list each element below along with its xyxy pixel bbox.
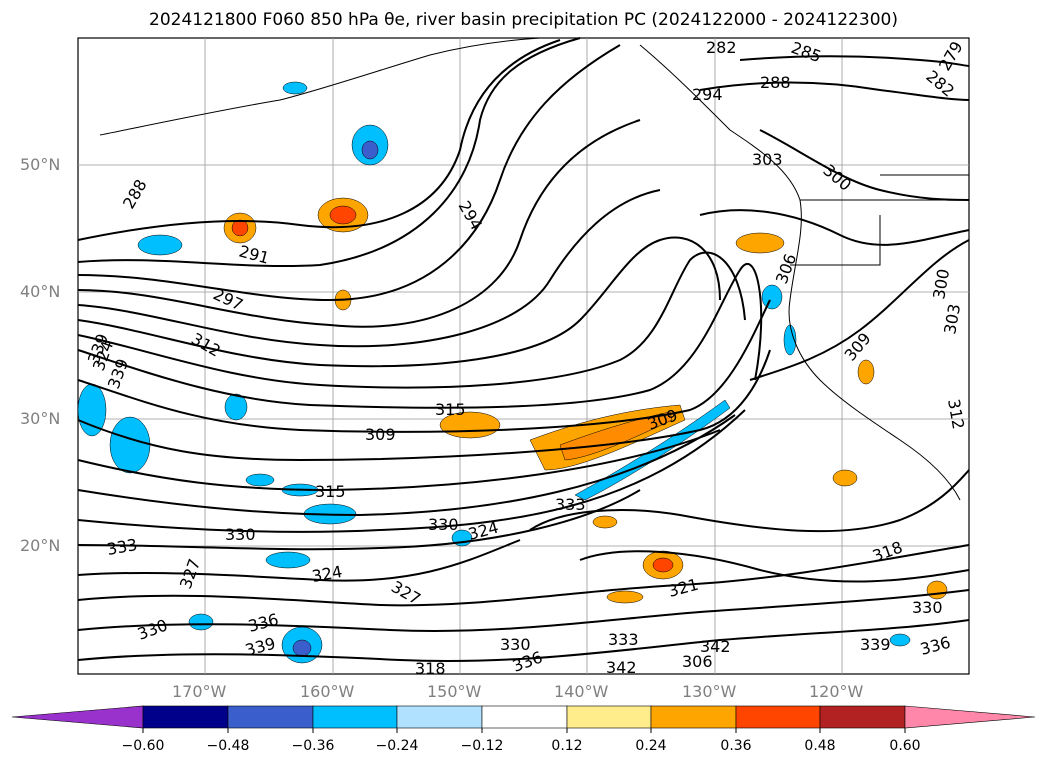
contour-label: 333 — [555, 495, 586, 514]
contour-label: 282 — [706, 38, 737, 57]
colorbar-cell — [142, 705, 229, 729]
colorbar-cell — [735, 705, 821, 729]
map-frame — [77, 37, 970, 675]
colorbar-cell — [396, 705, 483, 729]
colorbar-tick-label: −0.48 — [206, 738, 250, 754]
lon-label: 140°W — [554, 682, 609, 701]
lon-label: 150°W — [427, 682, 482, 701]
contour-label: 330 — [225, 525, 256, 544]
colorbar-cell — [566, 705, 652, 729]
contour-label: 333 — [608, 630, 639, 649]
contour-label: 294 — [692, 85, 723, 104]
shade-neg-12 — [188, 613, 214, 631]
colorbar-tick-label: −0.36 — [291, 738, 335, 754]
lon-label: 160°W — [300, 682, 355, 701]
colorbar-segments — [11, 705, 1036, 729]
shade-neg-9 — [265, 551, 311, 569]
chart-title: 2024121800 F060 850 hPa θe, river basin … — [149, 10, 898, 30]
contour-label: 306 — [682, 652, 713, 671]
colorbar-cell — [312, 705, 398, 729]
lon-label: 120°W — [809, 682, 864, 701]
shade-neg-13 — [282, 81, 308, 95]
contour-label: 315 — [315, 482, 346, 501]
contour-label: 330 — [500, 635, 531, 654]
shade-pos-6 — [606, 590, 644, 604]
lat-label: 50°N — [20, 155, 61, 174]
theta-e-contours — [77, 37, 970, 662]
contour-label: 342 — [700, 637, 731, 656]
colorbar-extend-low — [11, 705, 144, 729]
coastlines — [99, 37, 969, 501]
shade-pos-5b — [652, 557, 674, 573]
contour-label: 288 — [760, 73, 791, 92]
lat-label: 20°N — [20, 536, 61, 555]
lon-label: 130°W — [682, 682, 737, 701]
contour-label: 342 — [606, 658, 637, 677]
colorbar-cell — [227, 705, 314, 729]
colorbar-cell — [819, 705, 906, 729]
shade-pos-7 — [592, 515, 618, 529]
lat-label: 40°N — [20, 282, 61, 301]
colorbar-tick-label: 0.12 — [551, 738, 583, 754]
contour-label: 309 — [365, 425, 396, 444]
shade-neg-1b — [361, 140, 379, 160]
colorbar-tick-label: −0.24 — [375, 738, 419, 754]
colorbar-tick-label: 0.48 — [804, 738, 836, 754]
colorbar-extend-high — [904, 705, 1036, 729]
shade-pos-2b — [329, 205, 357, 225]
shade-pos-11 — [857, 359, 875, 385]
shade-neg-2 — [137, 234, 183, 256]
colorbar-tick-label: 0.24 — [635, 738, 667, 754]
contour-label: 315 — [435, 400, 466, 419]
colorbar-tick-label: 0.36 — [720, 738, 752, 754]
contour-label: 339 — [860, 635, 891, 654]
lon-label: 170°W — [172, 682, 227, 701]
shade-neg-6 — [224, 393, 248, 421]
shade-pos-4 — [735, 232, 785, 254]
gridlines — [78, 38, 969, 674]
shade-neg-10 — [761, 284, 783, 310]
shade-pos-10 — [832, 469, 858, 487]
shade-neg-16 — [245, 473, 275, 487]
contour-label: 330 — [428, 515, 459, 534]
colorbar-tick-marks — [142, 728, 906, 733]
contour-label: 330 — [912, 598, 943, 617]
colorbar-tick-label: 0.60 — [889, 738, 921, 754]
lat-label: 30°N — [20, 409, 61, 428]
shade-neg-14 — [889, 633, 911, 647]
contour-label: 318 — [415, 659, 446, 678]
colorbar-cell — [481, 705, 568, 729]
contour-label: 303 — [752, 150, 783, 169]
colorbar-cell — [650, 705, 737, 729]
shade-positive-core — [559, 411, 673, 461]
shade-pos-3b — [231, 219, 249, 237]
precip-shading — [77, 81, 948, 664]
colorbar-tick-label: −0.12 — [460, 738, 504, 754]
colorbar-tick-label: −0.60 — [121, 738, 165, 754]
